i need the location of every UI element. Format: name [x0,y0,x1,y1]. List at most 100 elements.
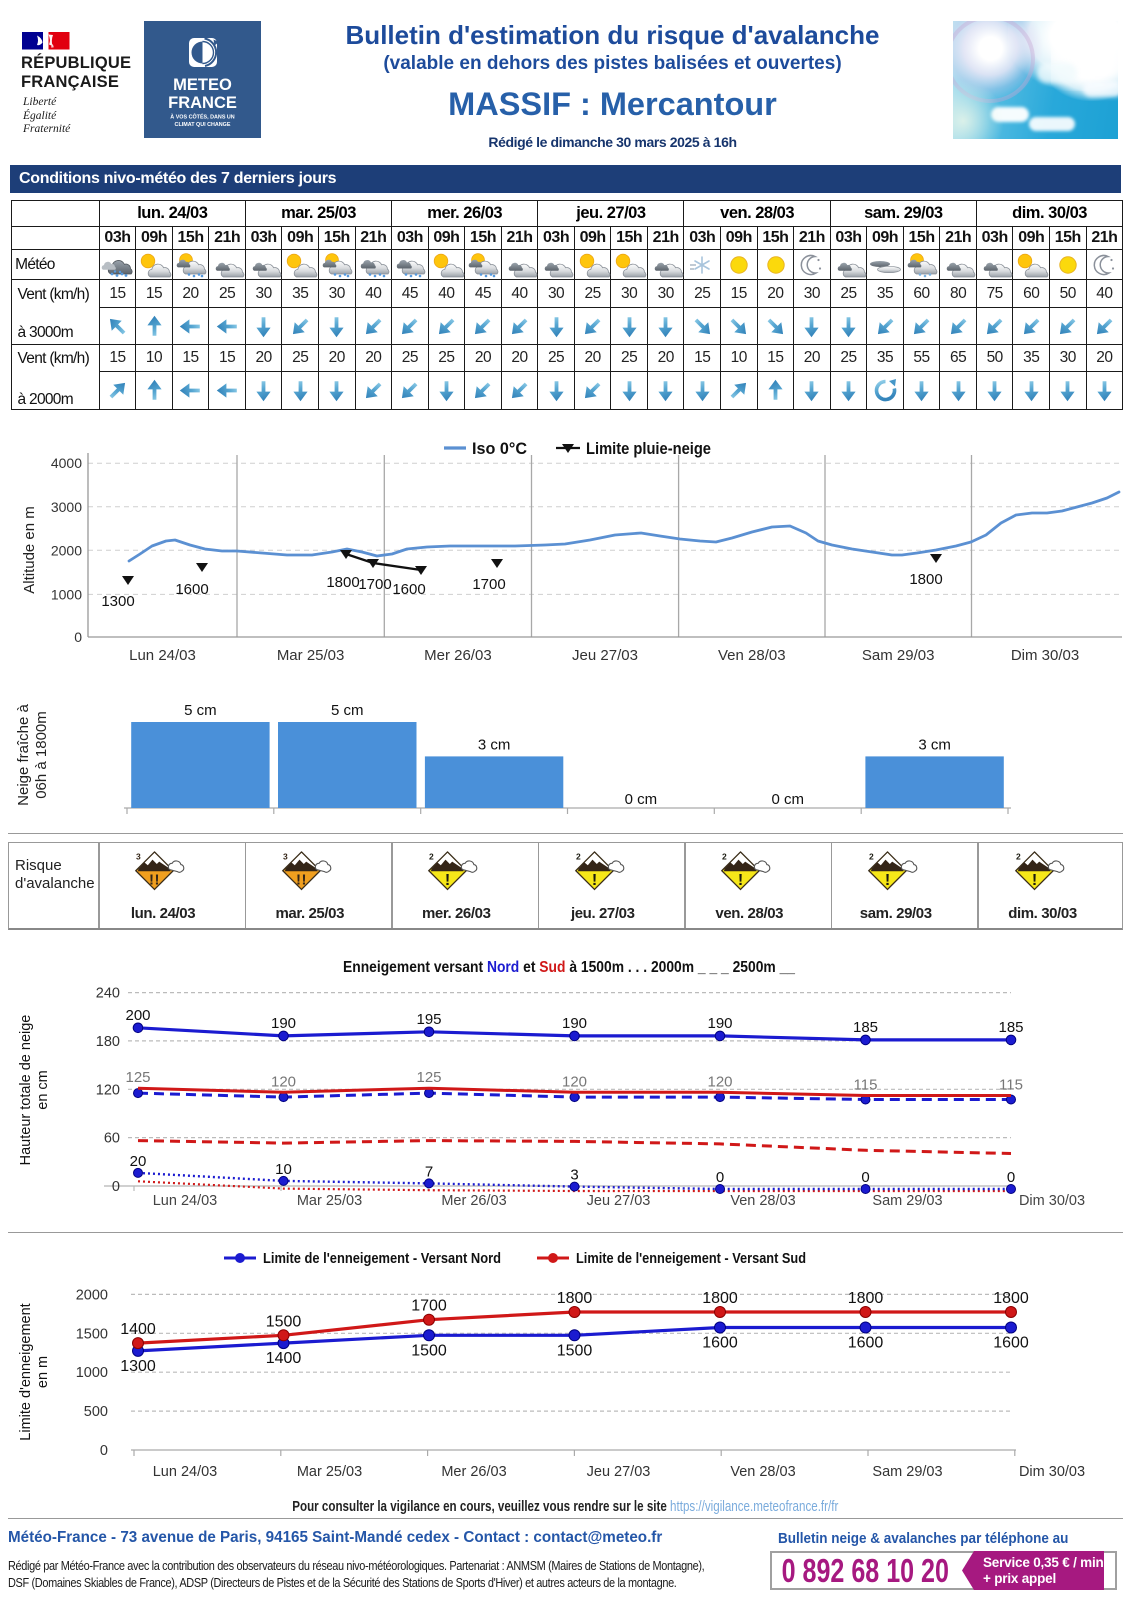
svg-text:Limite pluie-neige: Limite pluie-neige [586,440,711,458]
svg-text:1600: 1600 [702,1335,738,1352]
svg-text:0: 0 [716,1169,724,1186]
svg-text:FRANCE: FRANCE [168,94,237,112]
svg-text:195: 195 [416,1011,441,1028]
svg-text:1800: 1800 [557,1290,593,1307]
svg-text:0 cm: 0 cm [771,791,804,808]
svg-text:1600: 1600 [392,581,425,598]
svg-text:2000: 2000 [51,542,82,558]
svg-text:1800: 1800 [993,1290,1029,1307]
svg-text:115: 115 [854,1077,878,1094]
svg-text:1600: 1600 [175,581,208,598]
svg-text:5 cm: 5 cm [184,702,217,719]
svg-text:Mer 26/03: Mer 26/03 [424,647,492,664]
svg-text:À VOS CÔTÉS, DANS UN: À VOS CÔTÉS, DANS UN [170,113,235,121]
svg-text:Mar 25/03: Mar 25/03 [297,1193,362,1209]
svg-text:1800: 1800 [848,1290,884,1307]
svg-text:4000: 4000 [51,455,82,471]
svg-text:5 cm: 5 cm [331,702,364,719]
svg-text:en m: en m [35,1356,51,1388]
svg-text:3 cm: 3 cm [918,736,951,753]
svg-text:0 cm: 0 cm [625,791,658,808]
svg-text:0: 0 [100,1443,108,1459]
svg-text:0: 0 [74,629,82,645]
svg-text:190: 190 [271,1015,296,1032]
svg-text:125: 125 [125,1069,150,1086]
svg-text:1700: 1700 [472,576,505,593]
svg-text:Jeu 27/03: Jeu 27/03 [587,1464,651,1480]
svg-text:3000: 3000 [51,499,82,515]
svg-text:200: 200 [125,1007,150,1024]
svg-text:0: 0 [861,1169,869,1186]
svg-text:1800: 1800 [326,574,359,591]
svg-text:Sam 29/03: Sam 29/03 [872,1193,942,1209]
svg-text:Jeu 27/03: Jeu 27/03 [587,1193,651,1209]
svg-text:1000: 1000 [76,1365,108,1381]
svg-text:1500: 1500 [557,1342,593,1359]
svg-text:3: 3 [570,1167,578,1184]
svg-text:2000: 2000 [76,1287,108,1303]
svg-text:240: 240 [96,986,120,1002]
svg-text:Limite de l'enneigement - Vers: Limite de l'enneigement - Versant Sud [576,1251,806,1267]
svg-text:Neige fraîche à: Neige fraîche à [15,703,32,805]
svg-text:Ven 28/03: Ven 28/03 [730,1464,795,1480]
svg-text:10: 10 [275,1161,292,1178]
svg-text:1500: 1500 [266,1313,302,1330]
svg-text:125: 125 [416,1069,441,1086]
svg-text:Altitude en m: Altitude en m [21,506,38,594]
svg-text:180: 180 [96,1034,120,1050]
svg-text:METEO: METEO [173,76,232,94]
svg-text:1400: 1400 [120,1321,156,1338]
svg-text:Ven 28/03: Ven 28/03 [718,647,786,664]
svg-text:1800: 1800 [909,571,942,588]
svg-text:Jeu 27/03: Jeu 27/03 [572,647,638,664]
svg-text:Dim 30/03: Dim 30/03 [1019,1193,1085,1209]
svg-text:Sam 29/03: Sam 29/03 [862,647,935,664]
svg-text:500: 500 [84,1404,108,1420]
svg-text:120: 120 [562,1073,587,1090]
svg-text:1300: 1300 [120,1358,156,1375]
svg-text:Limite de l'enneigement - Vers: Limite de l'enneigement - Versant Nord [263,1251,501,1267]
svg-text:1000: 1000 [51,586,82,602]
svg-text:1700: 1700 [411,1298,447,1315]
svg-text:en cm: en cm [35,1070,51,1110]
svg-text:20: 20 [130,1153,147,1170]
svg-text:Lun 24/03: Lun 24/03 [153,1464,218,1480]
svg-text:Limite d'enneigement: Limite d'enneigement [18,1303,34,1440]
svg-text:1800: 1800 [702,1290,738,1307]
svg-text:0: 0 [112,1179,120,1195]
svg-text:Mar 25/03: Mar 25/03 [297,1464,362,1480]
svg-text:Dim 30/03: Dim 30/03 [1011,647,1079,664]
svg-text:1600: 1600 [993,1335,1029,1352]
svg-text:Lun 24/03: Lun 24/03 [153,1193,218,1209]
svg-text:190: 190 [562,1015,587,1032]
svg-text:0: 0 [1007,1169,1015,1186]
svg-text:CLIMAT QUI CHANGE: CLIMAT QUI CHANGE [175,122,231,128]
svg-text:60: 60 [104,1131,120,1147]
svg-text:120: 120 [271,1073,296,1090]
svg-text:Ven 28/03: Ven 28/03 [730,1193,795,1209]
svg-text:Mer 26/03: Mer 26/03 [441,1193,506,1209]
svg-text:1500: 1500 [76,1326,108,1342]
svg-text:Mer 26/03: Mer 26/03 [441,1464,506,1480]
svg-text:120: 120 [707,1073,732,1090]
svg-text:7: 7 [425,1163,433,1180]
svg-text:115: 115 [999,1077,1023,1094]
svg-text:185: 185 [853,1019,878,1036]
svg-text:Enneigement versant Nord et Su: Enneigement versant Nord et Sud à 1500m … [343,959,795,976]
svg-text:1300: 1300 [101,593,134,610]
svg-text:185: 185 [998,1019,1023,1036]
svg-text:Sam 29/03: Sam 29/03 [872,1464,942,1480]
svg-text:Dim 30/03: Dim 30/03 [1019,1464,1085,1480]
svg-text:1500: 1500 [411,1342,447,1359]
svg-text:Mar 25/03: Mar 25/03 [277,647,345,664]
svg-text:Iso 0°C: Iso 0°C [472,440,527,458]
svg-text:Lun 24/03: Lun 24/03 [129,647,196,664]
svg-text:06h à 1800m: 06h à 1800m [33,711,50,799]
svg-text:1400: 1400 [266,1350,302,1367]
svg-text:1600: 1600 [848,1335,884,1352]
svg-text:1700: 1700 [358,576,391,593]
svg-text:120: 120 [96,1082,120,1098]
svg-text:190: 190 [707,1015,732,1032]
svg-text:3 cm: 3 cm [478,736,511,753]
svg-text:Hauteur totale de neige: Hauteur totale de neige [18,1015,34,1166]
